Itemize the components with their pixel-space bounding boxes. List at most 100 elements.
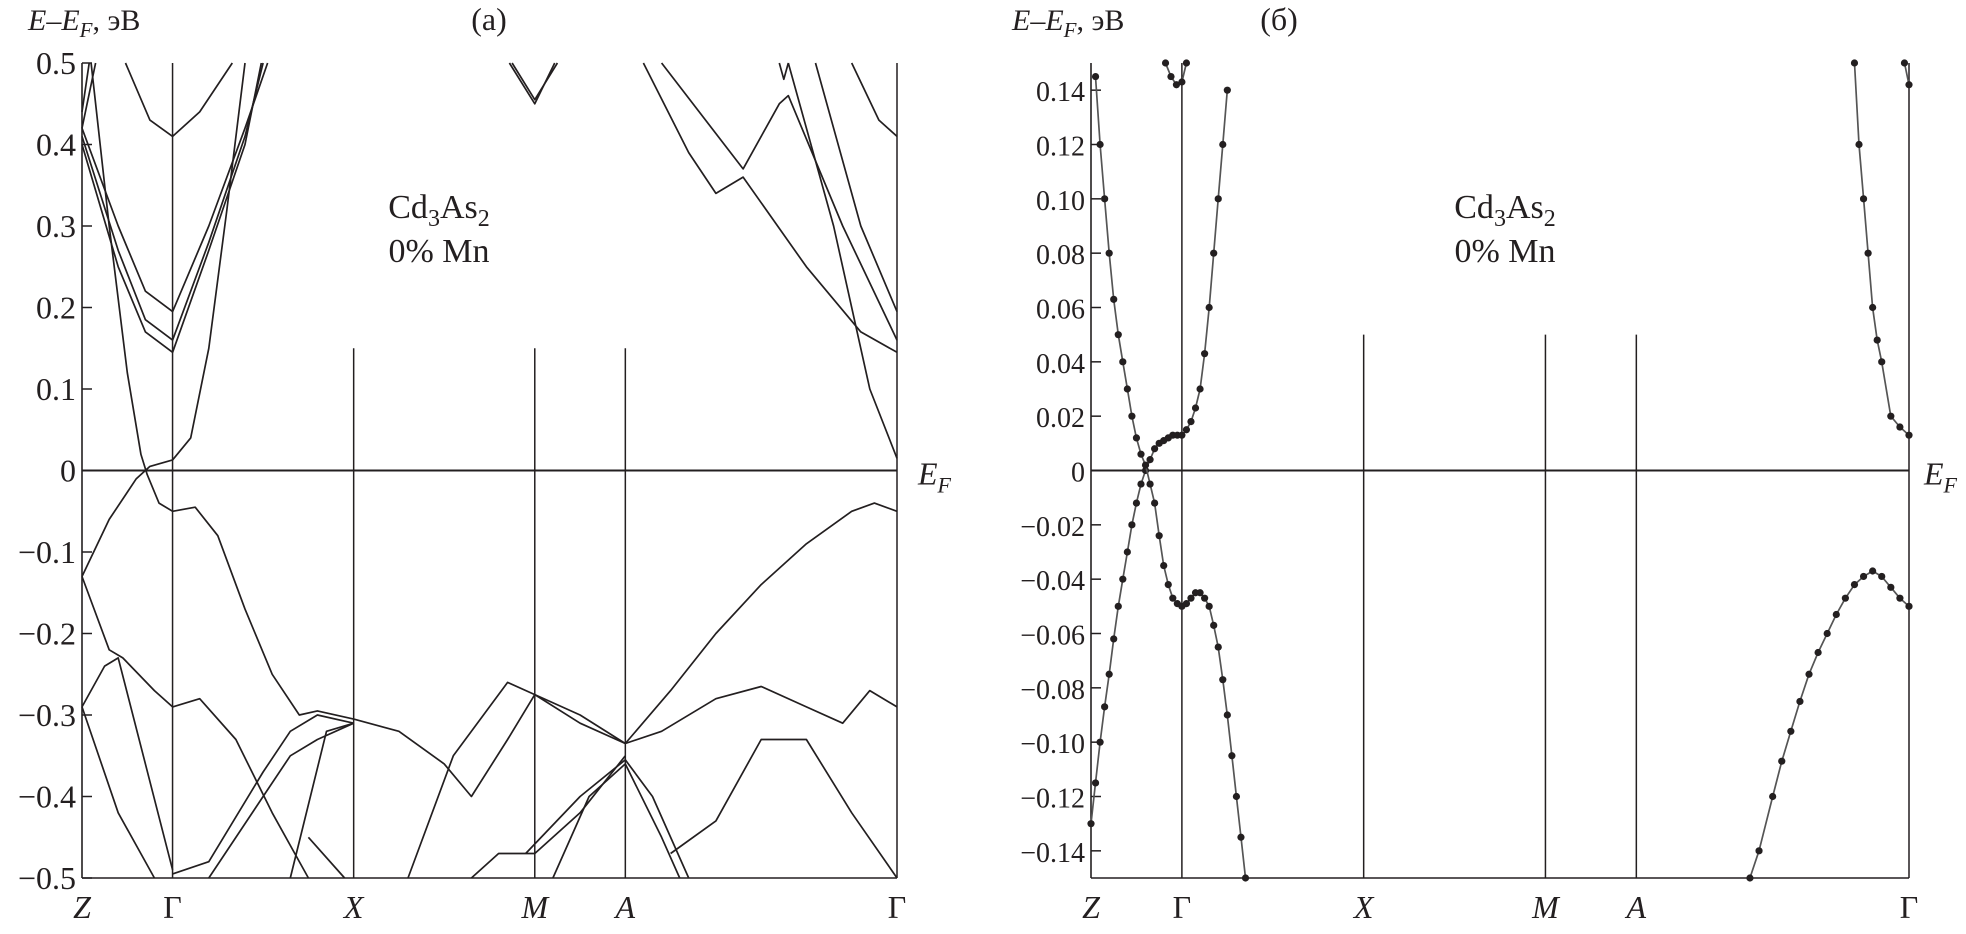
band-point [1859,572,1868,581]
y-label-sub: F [1063,18,1077,42]
k-point-label: Z [73,889,92,925]
band-point [1896,594,1904,602]
band-line [81,706,156,879]
band-line [124,62,234,138]
band-point [1864,249,1872,257]
band-line [1903,62,1910,85]
y-tick-label: −0.12 [1020,784,1085,815]
band-point [1146,456,1154,464]
y-tick-label: −0.3 [18,697,76,733]
band-line [814,62,898,312]
band-point [1855,140,1863,149]
band-point [1105,670,1113,678]
y-label-unit: , эВ [1076,4,1124,37]
y-tick-label: 0.12 [1036,132,1085,163]
band-point [1219,140,1227,149]
y-tick-label: 0.2 [36,290,76,326]
compound-formula: Cd3As2 [1454,189,1555,232]
band-point [1132,434,1141,442]
band-point [1087,820,1095,828]
band-point [1205,602,1213,610]
k-point-label: X [1352,889,1375,925]
k-point-label: A [614,889,636,925]
band-point [1787,727,1795,735]
band-point [1805,670,1813,678]
band-point [1201,594,1209,602]
band-line [470,755,626,879]
band-point [1823,629,1831,638]
band-point [1101,195,1109,203]
band-point [1850,581,1859,589]
formula-element: Cd [1454,189,1494,226]
y-label-main: E–E [27,4,80,37]
band-point [1178,78,1186,86]
band-line [525,758,690,879]
k-point-label: M [520,889,550,925]
band-point [1191,404,1200,412]
fermi-label-main: E [1923,456,1944,492]
k-point-label: A [1625,889,1647,925]
y-tick-label: −0.4 [18,779,76,815]
band-point [1196,589,1204,597]
band-point [1850,59,1859,67]
formula-subscript: 2 [1544,206,1556,232]
band-point [1237,833,1245,841]
band-point [1755,847,1763,855]
band-point [1878,358,1886,366]
band-point [1887,583,1895,591]
panel-label: (б) [1260,1,1298,37]
y-tick-label: 0.02 [1036,403,1085,434]
band-point [1223,711,1231,719]
y-tick-label: −0.06 [1020,621,1085,652]
compound-formula: Cd3As2 [388,189,489,232]
band-line [81,62,263,354]
formula-subscript: 3 [428,206,440,232]
band-point [1160,561,1168,570]
band-point [1137,480,1145,488]
k-point-label: Γ [1173,889,1192,925]
y-tick-label: 0.10 [1036,186,1085,217]
fermi-label-sub: F [1943,473,1958,498]
band-point [1905,81,1913,89]
band-point [1869,567,1877,575]
y-tick-label: −0.5 [18,860,76,896]
band-point [1151,499,1159,507]
panel-label: (a) [471,1,507,37]
band-line [511,62,559,101]
band-line [289,722,354,879]
band-point [1178,431,1186,439]
band-point [1223,86,1231,94]
band-point [1119,575,1127,583]
y-axis-label: E–EF, эВ [1011,4,1124,42]
band-point [1210,249,1218,257]
band-point [1841,594,1849,602]
band-point [1110,635,1118,643]
fermi-label-main: E [917,456,938,492]
k-point-label: Γ [163,889,182,925]
band-line [81,62,264,341]
band-line [81,62,269,313]
band-point [1091,72,1100,81]
band-line [81,62,246,577]
band-line [90,62,898,798]
band-point [1228,752,1236,760]
y-axis-label: E–EF, эВ [27,4,140,42]
formula-subscript: 2 [478,206,490,232]
band-point [1146,480,1154,488]
band-point [1182,426,1191,434]
band-point [1105,249,1113,257]
band-point [1878,572,1886,581]
band-point [1182,59,1191,67]
y-tick-label: 0 [60,453,76,489]
band-point [1205,303,1213,312]
band-line [508,62,556,105]
band-point [1167,72,1175,81]
band-point [1241,874,1250,882]
band-point [1887,412,1895,420]
band-point [1155,532,1163,540]
band-point [1164,581,1172,589]
fermi-level-label: EF [917,456,952,498]
band-line [642,62,898,354]
band-point [1869,303,1877,312]
band-line [670,738,898,879]
